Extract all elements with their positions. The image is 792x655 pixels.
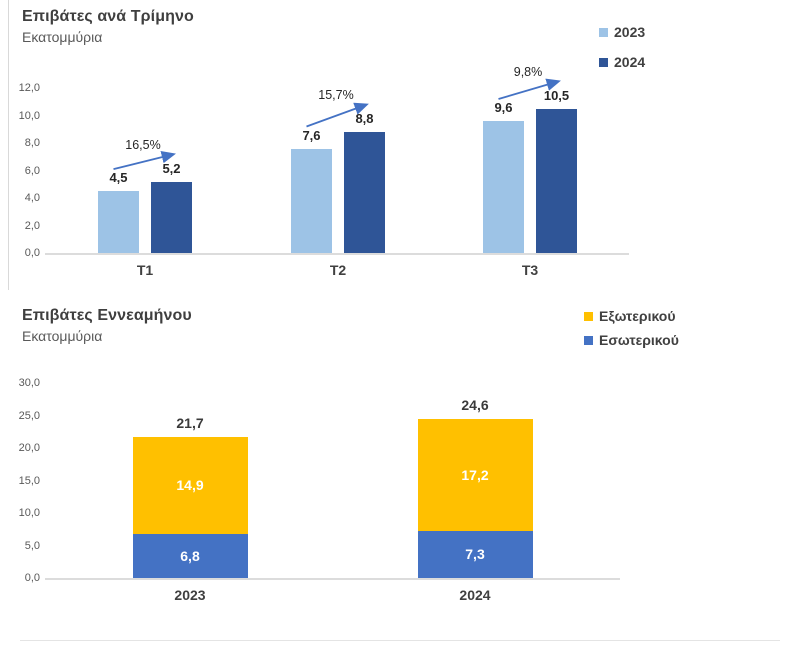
quarterly-legend: 2023 2024 — [599, 24, 645, 70]
y-tick-10,0: 10,0 — [18, 507, 40, 519]
bar-value-2024-T2: 8,8 — [355, 111, 374, 126]
ninemonth-chart-section: Επιβάτες Εννεαμήνου Εκατομμύρια Εξωτερικ… — [0, 300, 792, 640]
y-tick-4,0: 4,0 — [24, 192, 40, 204]
ninemonth-chart-title: Επιβάτες Εννεαμήνου — [22, 307, 192, 324]
x-axis-line — [45, 253, 629, 255]
legend-item-2023: 2023 — [599, 24, 645, 40]
y-tick-20,0: 20,0 — [18, 442, 40, 454]
quarterly-chart-section: Επιβάτες ανά Τρίμηνο Εκατομμύρια 2023 20… — [0, 0, 792, 295]
quarterly-chart-title: Επιβάτες ανά Τρίμηνο — [22, 8, 194, 25]
ninemonth-chart-subtitle: Εκατομμύρια — [22, 328, 103, 344]
ninemonth-stacked-plot: 0,0 5,0 10,0 15,0 20,0 25,0 30,0 14,9 6,8 21,7 202… — [0, 300, 792, 640]
segment-value-Εσωτερικού-2023: 6,8 — [180, 547, 200, 564]
legend-swatch-2024 — [599, 57, 608, 67]
bar-2024-T1 — [151, 181, 192, 253]
bar-2024-T3 — [536, 108, 577, 253]
bar-value-2023-T2: 7,6 — [302, 127, 321, 143]
bar-value-2023-T1: 4,5 — [109, 170, 128, 186]
bar-2023-T2 — [291, 148, 332, 253]
y-tick-5,0: 5,0 — [24, 539, 40, 552]
y-tick-0,0: 0,0 — [24, 572, 40, 584]
x-label-T1: T1 — [136, 262, 154, 278]
bar-value-2024-T1: 5,2 — [162, 160, 181, 176]
segment-Εξωτερικού-2024 — [417, 418, 533, 531]
legend-item-2024: 2024 — [599, 54, 645, 70]
quarterly-bar-plot: 0,0 2,0 4,0 6,0 8,0 10,0 12,0 4,5 5,2 T1 16,5% 7,6 8… — [0, 0, 792, 295]
legend-swatch-2023 — [599, 27, 608, 37]
growth-label-T2: 15,7% — [318, 88, 354, 102]
y-tick-30,0: 30,0 — [18, 377, 40, 389]
x-label-T3: T3 — [521, 262, 539, 278]
y-tick-12,0: 12,0 — [18, 82, 40, 94]
segment-value-Εξωτερικού-2024: 17,2 — [461, 466, 489, 483]
legend-label-2023: 2023 — [614, 24, 646, 40]
segment-Εσωτερικού-2024 — [417, 530, 533, 578]
segment-Εσωτερικού-2023 — [132, 533, 248, 578]
segment-value-Εξωτερικού-2023: 14,9 — [176, 477, 204, 494]
y-tick-8,0: 8,0 — [24, 137, 40, 149]
legend-label-internal: Εσωτερικού — [599, 332, 679, 348]
y-tick-2,0: 2,0 — [24, 219, 40, 232]
legend-item-external: Εξωτερικού — [584, 308, 679, 324]
total-value-2023: 21,7 — [176, 414, 204, 431]
x-axis-line — [45, 578, 620, 580]
bar-2023-T3 — [483, 121, 524, 253]
left-vertical-rule — [8, 0, 9, 290]
growth-label-T3: 9,8% — [513, 64, 543, 79]
segment-Εξωτερικού-2023 — [132, 436, 248, 534]
bar-value-2024-T3: 10,5 — [543, 87, 570, 103]
legend-item-internal: Εσωτερικού — [584, 332, 679, 348]
quarterly-chart-subtitle: Εκατομμύρια — [22, 29, 103, 45]
growth-label-T1: 16,5% — [125, 137, 161, 152]
y-tick-15,0: 15,0 — [18, 474, 40, 487]
legend-label-2024: 2024 — [614, 54, 646, 70]
y-tick-25,0: 25,0 — [18, 409, 40, 422]
legend-swatch-external — [584, 311, 593, 321]
bar-value-2023-T3: 9,6 — [494, 100, 513, 115]
bar-2023-T1 — [98, 191, 139, 253]
y-tick-10,0: 10,0 — [18, 109, 40, 122]
segment-value-Εσωτερικού-2024: 7,3 — [465, 546, 485, 563]
x-label-2024: 2024 — [459, 587, 491, 603]
x-label-2023: 2023 — [174, 587, 206, 603]
bar-2024-T2 — [344, 132, 385, 253]
legend-label-external: Εξωτερικού — [599, 308, 676, 324]
ninemonth-legend: Εξωτερικού Εσωτερικού — [584, 308, 679, 348]
legend-swatch-internal — [584, 335, 593, 345]
bottom-divider — [20, 640, 780, 641]
total-value-2024: 24,6 — [461, 396, 489, 413]
y-tick-6,0: 6,0 — [24, 164, 40, 177]
x-label-T2: T2 — [329, 262, 347, 278]
y-tick-0,0: 0,0 — [24, 247, 40, 259]
